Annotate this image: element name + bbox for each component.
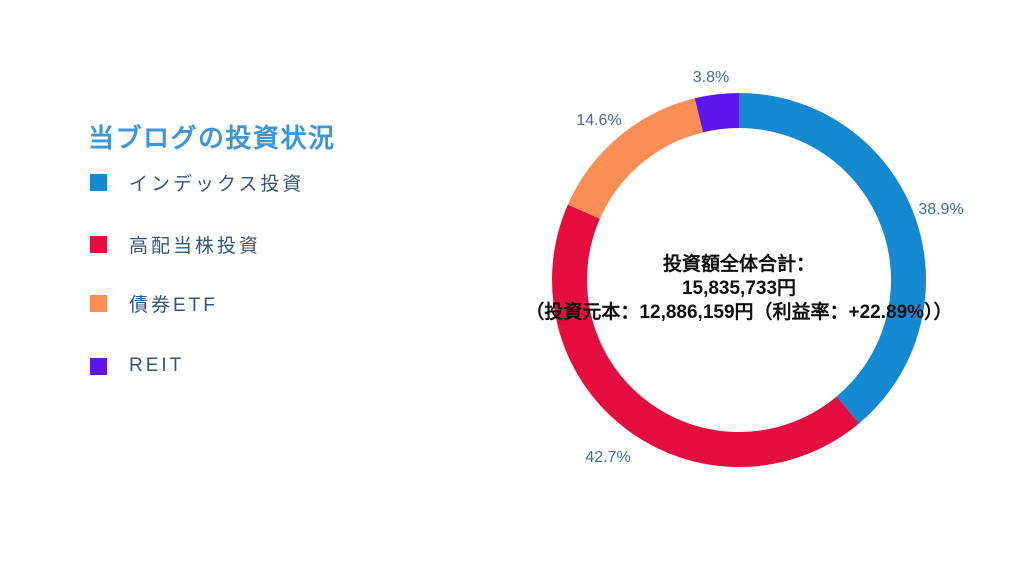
legend-swatch-dividend-stock bbox=[90, 236, 107, 253]
legend-item: 高配当株投資 bbox=[90, 231, 261, 258]
donut-segment-1 bbox=[552, 204, 860, 467]
legend-swatch-index-fund bbox=[90, 174, 107, 191]
percent-label-bond-etf: 14.6% bbox=[576, 112, 622, 129]
center-summary-line2: 15,835,733円 bbox=[681, 278, 797, 300]
donut-segment-3 bbox=[694, 93, 740, 133]
legend-label: 債券ETF bbox=[129, 295, 218, 316]
legend-swatch-reit bbox=[90, 357, 107, 375]
legend-label: REIT bbox=[129, 355, 185, 376]
donut-segment-0 bbox=[738, 93, 926, 424]
percent-label-dividend-stock: 42.7% bbox=[585, 449, 631, 466]
percent-label-index-fund: 38.9% bbox=[918, 201, 964, 218]
center-summary-line3: （投資元本：12,886,159円（利益率：+22.89%）） bbox=[525, 301, 953, 323]
legend-label: インデックス投資 bbox=[129, 174, 305, 195]
page-title: 当ブログの投資状況 bbox=[88, 123, 336, 153]
percent-label-reit: 3.8% bbox=[692, 69, 730, 86]
legend-item: 債券ETF bbox=[90, 290, 218, 317]
legend-item: REIT bbox=[90, 355, 184, 377]
legend-label: 高配当株投資 bbox=[129, 236, 262, 257]
donut-segment-2 bbox=[567, 98, 704, 220]
center-summary-line1: 投資額全体合計： bbox=[662, 254, 816, 276]
center-summary: 投資額全体合計： 15,835,733円 （投資元本：12,886,159円（利… bbox=[525, 253, 952, 325]
legend-item: インデックス投資 bbox=[90, 169, 304, 196]
legend-swatch-bond-etf bbox=[90, 295, 107, 312]
